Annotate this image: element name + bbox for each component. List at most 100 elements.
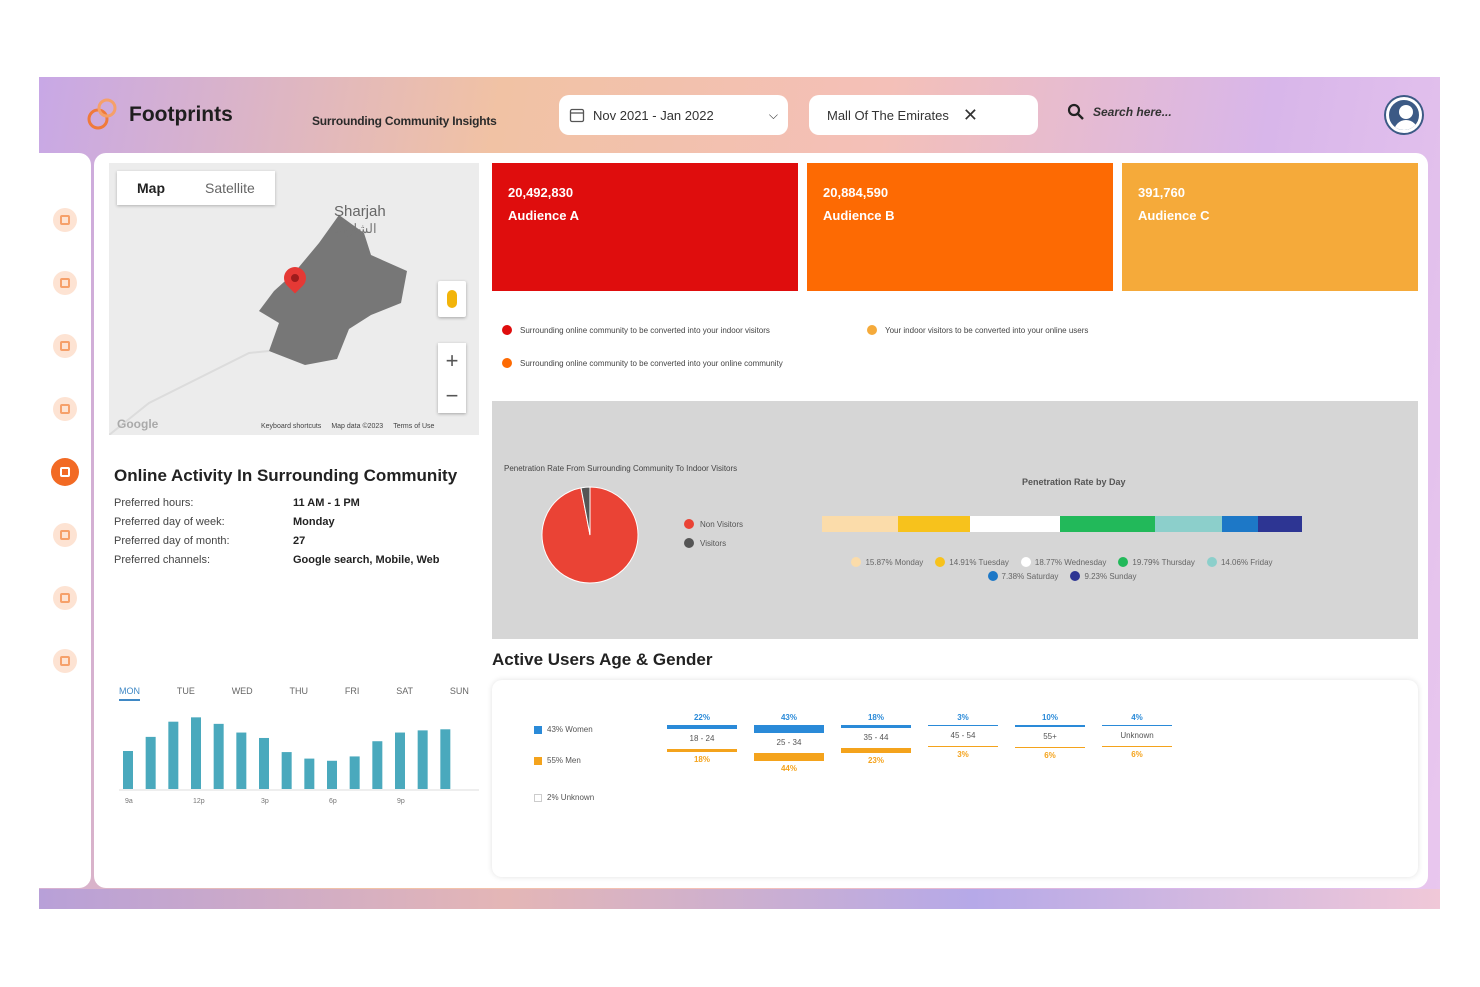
legend-dot — [684, 538, 694, 548]
avatar-head — [1399, 105, 1413, 119]
hour-bar — [417, 730, 428, 789]
day-segment-tuesday — [898, 516, 970, 532]
venue-filter-chip[interactable]: Mall Of The Emirates ✕ — [809, 95, 1038, 135]
community-icon[interactable] — [51, 458, 79, 486]
legend-text: Your indoor visitors to be converted int… — [885, 325, 1089, 335]
audience-b-value: 20,884,590 — [823, 185, 889, 200]
user-avatar[interactable] — [1386, 97, 1422, 133]
hour-bar — [440, 729, 451, 789]
pie-slice-visitors — [580, 486, 591, 536]
age-label: 45 - 54 — [950, 731, 976, 740]
settings-icon[interactable] — [53, 523, 77, 547]
pegman-icon[interactable] — [438, 281, 466, 317]
keyboard-shortcuts-link[interactable]: Keyboard shortcuts — [261, 423, 322, 430]
age-legend-item: 2% Unknown — [534, 793, 594, 802]
legend-text: Surrounding online community to be conve… — [520, 325, 770, 335]
men-bar — [754, 753, 824, 761]
day-tabs: MON TUE WED THU FRI SAT SUN — [119, 686, 469, 701]
women-percent: 43% — [780, 713, 797, 722]
oa-label: Preferred day of week: — [114, 516, 225, 528]
home-icon[interactable] — [53, 208, 77, 232]
search-box[interactable]: Search here... — [1067, 103, 1172, 121]
map-tab[interactable]: Map — [137, 180, 165, 196]
men-percent: 23% — [867, 755, 884, 765]
legend-text: 18.77% Wednesday — [1034, 557, 1107, 567]
hour-bar — [145, 736, 156, 789]
day-tab-wed[interactable]: WED — [231, 686, 253, 696]
hour-tick-label: 3p — [261, 798, 269, 805]
audience-a-card[interactable]: 20,492,830 Audience A — [492, 163, 798, 291]
age-label: 25 - 34 — [776, 738, 802, 747]
map-data-text: Map data ©2023 — [331, 423, 384, 430]
audience-c-card[interactable]: 391,760 Audience C — [1122, 163, 1418, 291]
legend-text: 15.87% Monday — [865, 557, 924, 567]
day-legend-item: 9.23% Sunday — [1070, 571, 1136, 581]
settings-alt-icon[interactable] — [53, 586, 77, 610]
legend-text: 2% Unknown — [547, 793, 595, 802]
grid-icon[interactable] — [53, 271, 77, 295]
men-bar — [1102, 746, 1172, 748]
date-range-select[interactable]: Nov 2021 - Jan 2022 ⌵ — [559, 95, 788, 135]
day-tab-sun[interactable]: SUN — [449, 686, 469, 696]
men-percent: 44% — [780, 764, 797, 773]
audience-c-value: 391,760 — [1138, 185, 1185, 200]
age-label: 35 - 44 — [863, 733, 889, 743]
avatar-body — [1394, 120, 1418, 130]
close-icon[interactable]: ✕ — [962, 104, 978, 125]
pie-legend-item: Visitors — [684, 538, 726, 548]
men-percent: 6% — [1131, 750, 1143, 760]
hour-tick-label: 6p — [329, 798, 337, 805]
legend-text: 9.23% Sunday — [1084, 571, 1137, 581]
hour-bar — [236, 732, 247, 789]
women-percent: 22% — [693, 713, 710, 722]
legend-dot — [935, 557, 946, 567]
satellite-tab[interactable]: Satellite — [205, 180, 255, 196]
search-input[interactable]: Search here... — [1093, 105, 1172, 119]
men-percent: 6% — [1044, 750, 1056, 760]
legend-swatch — [534, 756, 542, 765]
hour-bar — [191, 717, 201, 789]
audience-a-value: 20,492,830 — [508, 185, 574, 200]
women-bar — [667, 725, 737, 730]
day-legend-item: 14.06% Friday — [1206, 557, 1273, 567]
zoom-out-button[interactable]: − — [445, 382, 459, 408]
legend-dot — [684, 519, 694, 529]
women-percent: 10% — [1041, 713, 1058, 722]
zoom-in-button[interactable]: + — [445, 347, 459, 373]
date-range-value: Nov 2021 - Jan 2022 — [593, 107, 714, 123]
legend-swatch — [534, 793, 542, 802]
hour-bar — [304, 758, 315, 789]
brand-logo[interactable]: Footprints — [83, 95, 233, 135]
hour-bar — [372, 741, 383, 789]
map-widget[interactable]: Map Satellite Sharjah الشارقة + − Google… — [109, 163, 479, 435]
age-group-column: 10% 55+ 6% — [1015, 713, 1085, 760]
audience-a-label: Audience A — [508, 208, 580, 223]
day-legend: 15.87% Monday 14.91% Tuesday 18.77% Wednes… — [822, 557, 1302, 581]
gear-icon[interactable] — [53, 649, 77, 673]
map-type-toggle[interactable]: Map Satellite — [117, 171, 275, 205]
age-legend-item: 55% Men — [534, 756, 581, 765]
legend-dot — [851, 557, 862, 567]
hour-bar — [259, 737, 269, 789]
terms-link[interactable]: Terms of Use — [393, 423, 435, 430]
day-tab-mon[interactable]: MON — [119, 686, 140, 701]
women-bar — [754, 725, 824, 733]
day-tab-tue[interactable]: TUE — [176, 686, 195, 696]
device-icon[interactable] — [53, 397, 77, 421]
legend-text: 7.38% Saturday — [1001, 571, 1059, 581]
audience-legend-item: Surrounding online community to be conve… — [502, 358, 783, 368]
day-legend-item: 14.91% Tuesday — [935, 557, 1009, 567]
day-tab-fri[interactable]: FRI — [344, 686, 360, 696]
hour-bar — [327, 760, 337, 789]
day-tab-sat[interactable]: SAT — [396, 686, 414, 696]
map-footer: Keyboard shortcuts Map data ©2023 Terms … — [261, 423, 434, 430]
women-percent: 18% — [867, 713, 884, 722]
audience-b-card[interactable]: 20,884,590 Audience B — [807, 163, 1113, 291]
app-window: Footprints Surrounding Community Insight… — [39, 77, 1440, 909]
legend-dot — [502, 325, 512, 335]
search-icon — [1067, 103, 1084, 120]
day-tab-thu[interactable]: THU — [289, 686, 309, 696]
legend-text: 55% Men — [547, 756, 581, 765]
penetration-panel: Penetration Rate From Surrounding Commun… — [492, 401, 1418, 639]
trend-icon[interactable] — [53, 334, 77, 358]
